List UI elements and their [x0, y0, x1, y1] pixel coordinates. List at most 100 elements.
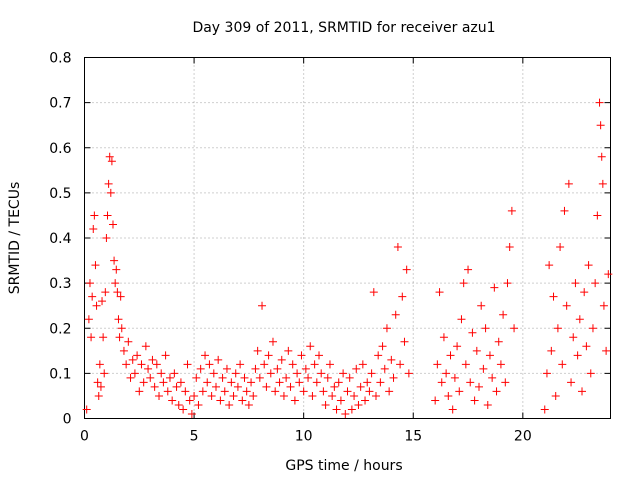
x-tick-label: 10	[295, 429, 313, 445]
data-point	[575, 315, 584, 324]
data-point	[578, 387, 587, 396]
data-point	[117, 324, 126, 333]
data-point	[494, 337, 503, 346]
data-point	[82, 405, 91, 414]
data-point	[542, 369, 551, 378]
data-point	[361, 396, 370, 405]
data-point	[586, 369, 595, 378]
data-point	[119, 346, 128, 355]
data-point	[299, 387, 308, 396]
data-point	[273, 364, 282, 373]
data-point	[334, 378, 343, 387]
data-point	[110, 256, 119, 265]
data-point	[345, 373, 354, 382]
data-point	[290, 396, 299, 405]
data-point	[387, 355, 396, 364]
data-point	[343, 387, 352, 396]
data-point	[159, 378, 168, 387]
data-point	[293, 369, 302, 378]
data-point	[93, 378, 102, 387]
data-point	[275, 378, 284, 387]
data-point	[492, 387, 501, 396]
data-point	[103, 211, 112, 220]
data-point	[448, 405, 457, 414]
data-point	[503, 279, 512, 288]
data-point	[363, 378, 372, 387]
data-point	[472, 346, 481, 355]
data-point	[490, 283, 499, 292]
data-point	[172, 382, 181, 391]
data-point	[453, 342, 462, 351]
data-point	[378, 342, 387, 351]
data-point	[328, 391, 337, 400]
data-point	[549, 292, 558, 301]
data-point	[286, 382, 295, 391]
data-point	[455, 387, 464, 396]
data-point	[187, 409, 196, 418]
y-tick-label: 0.7	[49, 96, 71, 112]
data-point	[196, 364, 205, 373]
data-point	[214, 355, 223, 364]
data-point	[450, 373, 459, 382]
data-point	[92, 301, 101, 310]
data-point	[95, 360, 104, 369]
data-point	[446, 351, 455, 360]
data-point	[271, 387, 280, 396]
data-point	[170, 369, 179, 378]
data-point	[102, 234, 111, 242]
data-point	[339, 369, 348, 378]
data-point	[212, 382, 220, 391]
data-point	[240, 373, 249, 382]
data-point	[185, 396, 194, 405]
data-point	[433, 360, 442, 369]
data-point	[244, 400, 253, 409]
data-point	[181, 387, 190, 396]
data-point	[104, 179, 113, 188]
data-point	[308, 391, 317, 400]
data-point	[464, 265, 473, 274]
data-point	[323, 373, 332, 382]
data-point	[580, 288, 589, 297]
data-point	[558, 360, 567, 369]
data-point	[99, 333, 108, 342]
data-point	[111, 279, 120, 288]
data-point	[545, 261, 554, 270]
data-point	[157, 369, 166, 378]
data-point	[268, 337, 277, 346]
data-point	[593, 211, 602, 220]
data-point	[306, 342, 315, 351]
data-point	[229, 391, 238, 400]
data-point	[310, 360, 319, 369]
data-point	[584, 261, 593, 270]
data-point	[137, 360, 146, 369]
data-point	[341, 409, 350, 418]
data-point	[560, 206, 569, 215]
y-tick-label: 0.8	[49, 51, 71, 67]
data-point	[192, 373, 201, 382]
data-point	[510, 324, 519, 333]
data-point	[602, 346, 611, 355]
data-point	[367, 369, 376, 378]
data-point	[106, 188, 115, 197]
data-point	[330, 382, 339, 391]
data-point	[437, 378, 446, 387]
data-point	[84, 315, 93, 324]
data-point	[312, 378, 321, 387]
data-point	[332, 405, 341, 414]
data-point	[444, 391, 453, 400]
data-point	[336, 396, 345, 405]
data-point	[130, 369, 139, 378]
data-point	[98, 297, 107, 306]
data-point	[376, 378, 385, 387]
data-point	[139, 378, 148, 387]
data-point	[96, 382, 105, 391]
y-tick-label: 0.2	[49, 321, 71, 337]
data-point	[85, 279, 94, 288]
data-point	[404, 369, 413, 378]
data-point	[168, 396, 177, 405]
data-point	[262, 382, 271, 391]
data-point	[94, 391, 103, 400]
data-point	[176, 378, 185, 387]
data-point	[105, 152, 114, 161]
x-tick-label: 15	[404, 429, 422, 445]
